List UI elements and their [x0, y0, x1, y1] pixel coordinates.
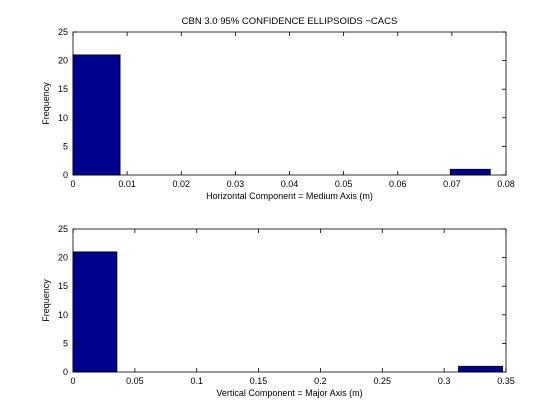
- plot-frame: [72, 31, 507, 176]
- x-tick-label: 0.01: [118, 179, 136, 189]
- histogram-bar: [72, 251, 118, 373]
- y-tick-label: 10: [58, 310, 68, 320]
- x-tick-label: 0.05: [126, 376, 144, 386]
- y-tick-label: 5: [63, 338, 68, 348]
- histogram-bar: [458, 365, 503, 373]
- y-tick-label: 10: [58, 113, 68, 123]
- y-tick-label: 15: [58, 281, 68, 291]
- chart-title: CBN 3.0 95% CONFIDENCE ELLIPSOIDS −CACS: [182, 16, 398, 27]
- x-tick-label: 0.1: [190, 376, 203, 386]
- y-tick-label: 20: [58, 56, 68, 66]
- y-tick-label: 25: [58, 224, 68, 234]
- x-axis-label: Vertical Component = Major Axis (m): [216, 388, 362, 398]
- histogram-bar: [449, 168, 491, 176]
- x-tick-label: 0.08: [497, 179, 515, 189]
- x-tick-label: 0.06: [389, 179, 407, 189]
- y-axis-label: Frequency: [41, 82, 51, 125]
- y-tick-label: 15: [58, 84, 68, 94]
- x-tick-label: 0.03: [227, 179, 245, 189]
- x-tick-label: 0.04: [281, 179, 299, 189]
- x-tick-label: 0.07: [443, 179, 461, 189]
- chart-1: [72, 31, 507, 176]
- x-tick-label: 0.15: [250, 376, 268, 386]
- x-tick-label: 0.25: [374, 376, 392, 386]
- y-tick-label: 0: [63, 367, 68, 377]
- x-tick-label: 0.35: [497, 376, 515, 386]
- y-tick-label: 5: [63, 141, 68, 151]
- x-tick-label: 0: [70, 179, 75, 189]
- y-tick-label: 0: [63, 170, 68, 180]
- y-axis-label: Frequency: [41, 279, 51, 322]
- x-tick-label: 0.2: [314, 376, 327, 386]
- histogram-bar: [72, 54, 121, 176]
- chart-2: [72, 228, 507, 373]
- y-tick-label: 20: [58, 253, 68, 263]
- x-tick-label: 0.05: [335, 179, 353, 189]
- plot-frame: [72, 228, 507, 373]
- x-tick-label: 0.3: [438, 376, 451, 386]
- x-tick-label: 0: [70, 376, 75, 386]
- x-tick-label: 0.02: [172, 179, 190, 189]
- y-tick-label: 25: [58, 27, 68, 37]
- x-axis-label: Horizontal Component = Medium Axis (m): [206, 191, 373, 201]
